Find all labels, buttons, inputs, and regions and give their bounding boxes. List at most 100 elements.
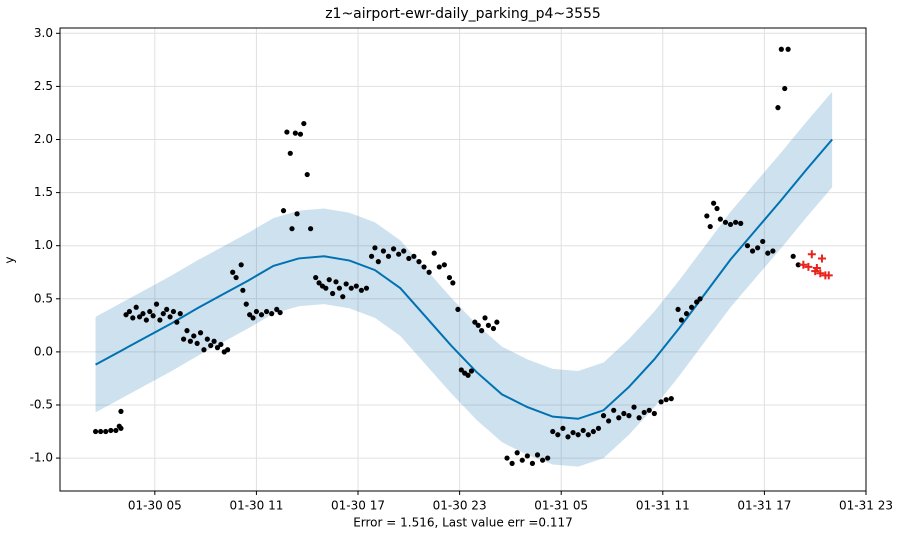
test-point: [816, 269, 825, 278]
forecast-line: [95, 138, 833, 420]
observed-point: [353, 283, 359, 289]
observed-point: [340, 294, 346, 300]
observed-point: [504, 455, 510, 461]
observed-point: [694, 299, 700, 305]
observed-point: [323, 285, 329, 291]
observed-point: [348, 285, 354, 291]
observed-point: [214, 345, 221, 351]
observed-point: [782, 85, 788, 92]
observed-point: [126, 308, 133, 315]
observed-point: [287, 150, 293, 156]
observed-point: [133, 304, 139, 310]
observed-point: [113, 427, 119, 434]
observed-point: [626, 413, 632, 419]
observed-point: [590, 428, 596, 435]
observed-point: [336, 285, 342, 291]
uncertainty-band: [95, 91, 833, 467]
observed-point: [616, 415, 622, 421]
observed-point: [733, 219, 739, 225]
observed-point: [760, 238, 766, 245]
plot-frame: [59, 27, 867, 492]
observed-point: [738, 220, 744, 226]
observed-point: [678, 317, 685, 323]
observed-point: [258, 312, 265, 318]
observed-point: [631, 404, 637, 410]
observed-point: [711, 200, 717, 206]
observed-point: [441, 262, 447, 268]
observed-point: [401, 248, 407, 254]
observed-point: [194, 340, 200, 346]
observed-point: [375, 259, 381, 265]
observed-point: [301, 120, 307, 127]
observed-point: [595, 425, 602, 431]
observed-point: [482, 315, 488, 321]
observed-point: [170, 308, 177, 315]
observed-point: [313, 274, 319, 281]
observed-point: [108, 427, 114, 434]
observed-point: [550, 428, 556, 435]
observed-point: [785, 46, 791, 52]
y-tick-label: -0.5: [30, 397, 53, 411]
observed-point: [606, 418, 612, 424]
x-tick-label: 01-31 11: [636, 499, 690, 513]
observed-point: [98, 428, 104, 435]
observed-point: [177, 311, 183, 317]
observed-point: [479, 328, 485, 334]
observed-point: [204, 336, 210, 342]
observed-point: [208, 342, 214, 349]
observed-point: [380, 248, 387, 254]
observed-point: [636, 415, 642, 421]
observed-point: [421, 264, 427, 270]
observed-point: [675, 306, 681, 313]
observed-point: [238, 262, 244, 268]
observed-point: [330, 290, 336, 297]
observed-point: [326, 277, 332, 283]
observed-point: [436, 264, 442, 270]
observed-point: [539, 457, 546, 463]
observed-point: [458, 367, 464, 373]
observed-point: [490, 325, 497, 332]
observed-point: [446, 274, 453, 281]
observed-point: [585, 432, 591, 438]
observed-point: [358, 287, 365, 293]
observed-point: [778, 46, 784, 52]
observed-point: [230, 269, 236, 275]
observed-point: [411, 253, 417, 259]
observed-point: [455, 306, 461, 313]
observed-point: [316, 280, 322, 286]
x-tick-label: 01-31 17: [737, 499, 791, 513]
y-tick-label: 0.0: [34, 344, 53, 358]
observed-point: [130, 315, 136, 321]
observed-point: [775, 105, 781, 111]
observed-point: [668, 396, 674, 402]
observed-point: [704, 213, 710, 219]
test-point: [812, 263, 821, 272]
y-tick-label: 0.5: [34, 291, 53, 305]
observed-point: [150, 313, 156, 319]
observed-point: [263, 308, 270, 315]
observed-point: [565, 434, 571, 440]
observed-point: [390, 246, 397, 252]
observed-point: [600, 413, 607, 419]
y-tick-label: 3.0: [34, 26, 53, 40]
observed-point: [247, 312, 253, 318]
observed-point: [343, 281, 349, 287]
observed-point: [431, 250, 437, 256]
x-tick-label: 01-30 11: [229, 499, 283, 513]
observed-point: [368, 253, 375, 259]
observed-point: [292, 130, 298, 136]
observed-point: [157, 317, 163, 323]
observed-point: [765, 250, 771, 256]
observed-point: [225, 347, 231, 353]
y-tick-label: 2.0: [34, 132, 53, 146]
observed-point: [218, 341, 224, 348]
observed-point: [509, 460, 515, 466]
observed-point: [611, 407, 617, 413]
observed-point: [727, 221, 734, 228]
observed-point: [118, 425, 124, 431]
observed-point: [524, 453, 530, 459]
observed-point: [722, 219, 729, 225]
observed-point: [136, 314, 143, 320]
